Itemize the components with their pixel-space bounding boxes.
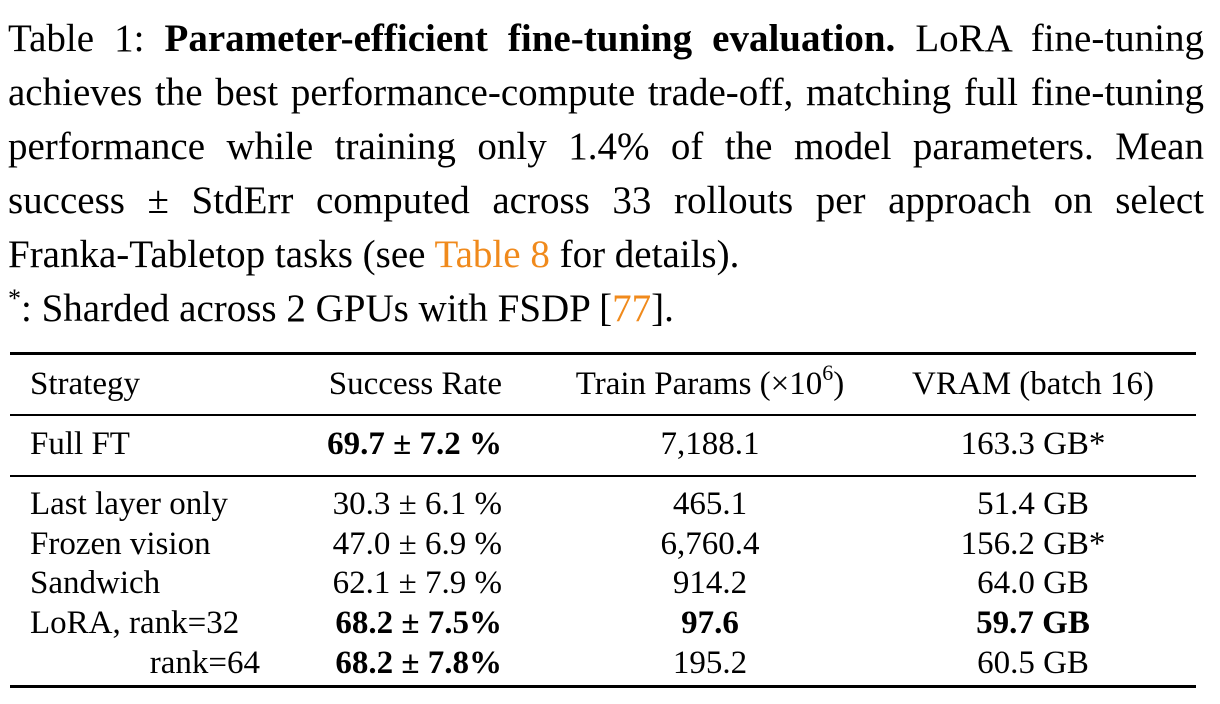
table-top-rule xyxy=(10,352,1196,355)
table-row: Last layer only 30.3 ± 6.1 % 465.1 51.4 … xyxy=(10,484,1196,524)
table-row: LoRA, rank=32 68.2 ± 7.5% 97.6 59.7 GB xyxy=(10,603,1196,643)
strategy-cell: Sandwich xyxy=(30,565,161,601)
caption-text-part1: LoRA fine-tuning achieves the best perfo… xyxy=(8,17,1205,276)
success-cell: 69.7 ± 7.2 % xyxy=(327,426,502,462)
footnote-text: : Sharded across 2 GPUs with FSDP [ xyxy=(21,287,613,330)
success-cell: 68.2 ± 7.8% xyxy=(335,645,502,681)
vram-cell: 59.7 GB xyxy=(976,605,1090,641)
caption-text-part2: for details). xyxy=(559,233,740,276)
table-group-rule xyxy=(10,475,1196,477)
vram-cell: 64.0 GB xyxy=(977,565,1089,601)
caption-title: Parameter-efficient fine-tuning evaluati… xyxy=(164,17,896,60)
caption-label: Table 1: xyxy=(8,17,145,60)
success-cell: 30.3 ± 6.1 % xyxy=(332,486,502,522)
strategy-cell: Frozen vision xyxy=(30,526,211,562)
strategy-cell: rank=64 xyxy=(149,645,260,681)
header-strategy: Strategy xyxy=(30,366,140,402)
params-cell: 195.2 xyxy=(672,645,748,681)
table-header-rule xyxy=(10,414,1196,416)
header-train-params: Train Params (×106) xyxy=(575,360,845,403)
success-cell: 68.2 ± 7.5% xyxy=(335,605,502,641)
table-bottom-rule xyxy=(10,685,1196,688)
vram-cell: 60.5 GB xyxy=(977,645,1089,681)
header-success-rate: Success Rate xyxy=(328,366,502,402)
vram-cell: 163.3 GB* xyxy=(960,426,1106,462)
table-row: Sandwich 62.1 ± 7.9 % 914.2 64.0 GB xyxy=(10,563,1196,603)
vram-cell: 156.2 GB* xyxy=(960,526,1106,562)
success-cell: 47.0 ± 6.9 % xyxy=(332,526,502,562)
params-cell: 7,188.1 xyxy=(660,426,760,462)
table-row: Frozen vision 47.0 ± 6.9 % 6,760.4 156.2… xyxy=(10,524,1196,564)
table-caption: Table 1: Parameter-efficient fine-tuning… xyxy=(8,12,1204,336)
table-row: rank=64 68.2 ± 7.8% 195.2 60.5 GB xyxy=(10,643,1196,683)
table-8-link[interactable]: Table 8 xyxy=(434,233,550,276)
params-cell: 97.6 xyxy=(681,605,739,641)
strategy-cell: LoRA, rank=32 xyxy=(30,605,240,641)
citation-link[interactable]: 77 xyxy=(612,287,652,330)
params-cell: 6,760.4 xyxy=(660,526,760,562)
params-cell: 465.1 xyxy=(672,486,748,522)
strategy-cell: Last layer only xyxy=(30,486,228,522)
vram-cell: 51.4 GB xyxy=(977,486,1089,522)
footnote-end: ]. xyxy=(651,287,674,330)
success-cell: 62.1 ± 7.9 % xyxy=(332,565,502,601)
strategy-cell: Full FT xyxy=(30,426,130,462)
table-row: Full FT 69.7 ± 7.2 % 7,188.1 163.3 GB* xyxy=(10,424,1196,464)
header-vram: VRAM (batch 16) xyxy=(912,366,1154,402)
footnote-mark: * xyxy=(8,284,21,313)
table-header-row: Strategy Success Rate Train Params (×106… xyxy=(10,360,1196,404)
params-cell: 914.2 xyxy=(672,565,748,601)
